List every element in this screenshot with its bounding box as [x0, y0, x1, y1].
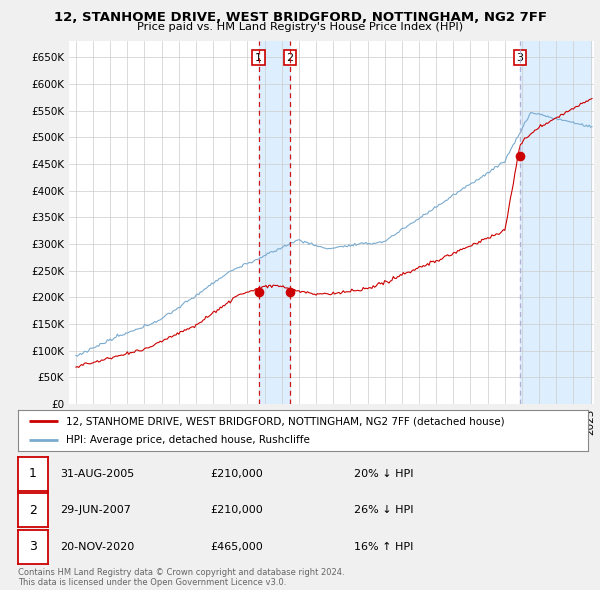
Text: 1: 1 — [29, 467, 37, 480]
Text: 26% ↓ HPI: 26% ↓ HPI — [354, 506, 413, 515]
Text: HPI: Average price, detached house, Rushcliffe: HPI: Average price, detached house, Rush… — [67, 435, 310, 445]
Text: 20% ↓ HPI: 20% ↓ HPI — [354, 469, 413, 478]
Text: £465,000: £465,000 — [210, 542, 263, 552]
Text: 20-NOV-2020: 20-NOV-2020 — [60, 542, 134, 552]
Text: 2: 2 — [29, 504, 37, 517]
Text: 1: 1 — [255, 53, 262, 63]
Text: 12, STANHOME DRIVE, WEST BRIDGFORD, NOTTINGHAM, NG2 7FF (detached house): 12, STANHOME DRIVE, WEST BRIDGFORD, NOTT… — [67, 416, 505, 426]
Text: 12, STANHOME DRIVE, WEST BRIDGFORD, NOTTINGHAM, NG2 7FF: 12, STANHOME DRIVE, WEST BRIDGFORD, NOTT… — [53, 11, 547, 24]
Text: Price paid vs. HM Land Registry's House Price Index (HPI): Price paid vs. HM Land Registry's House … — [137, 22, 463, 32]
Bar — [259, 41, 290, 404]
Text: 31-AUG-2005: 31-AUG-2005 — [60, 469, 134, 478]
Text: 2: 2 — [287, 53, 294, 63]
Text: £210,000: £210,000 — [210, 469, 263, 478]
Text: 29-JUN-2007: 29-JUN-2007 — [60, 506, 131, 515]
Text: 3: 3 — [517, 53, 524, 63]
Text: 16% ↑ HPI: 16% ↑ HPI — [354, 542, 413, 552]
Text: 3: 3 — [29, 540, 37, 553]
Text: Contains HM Land Registry data © Crown copyright and database right 2024.
This d: Contains HM Land Registry data © Crown c… — [18, 568, 344, 587]
Bar — [520, 41, 590, 404]
Text: £210,000: £210,000 — [210, 506, 263, 515]
